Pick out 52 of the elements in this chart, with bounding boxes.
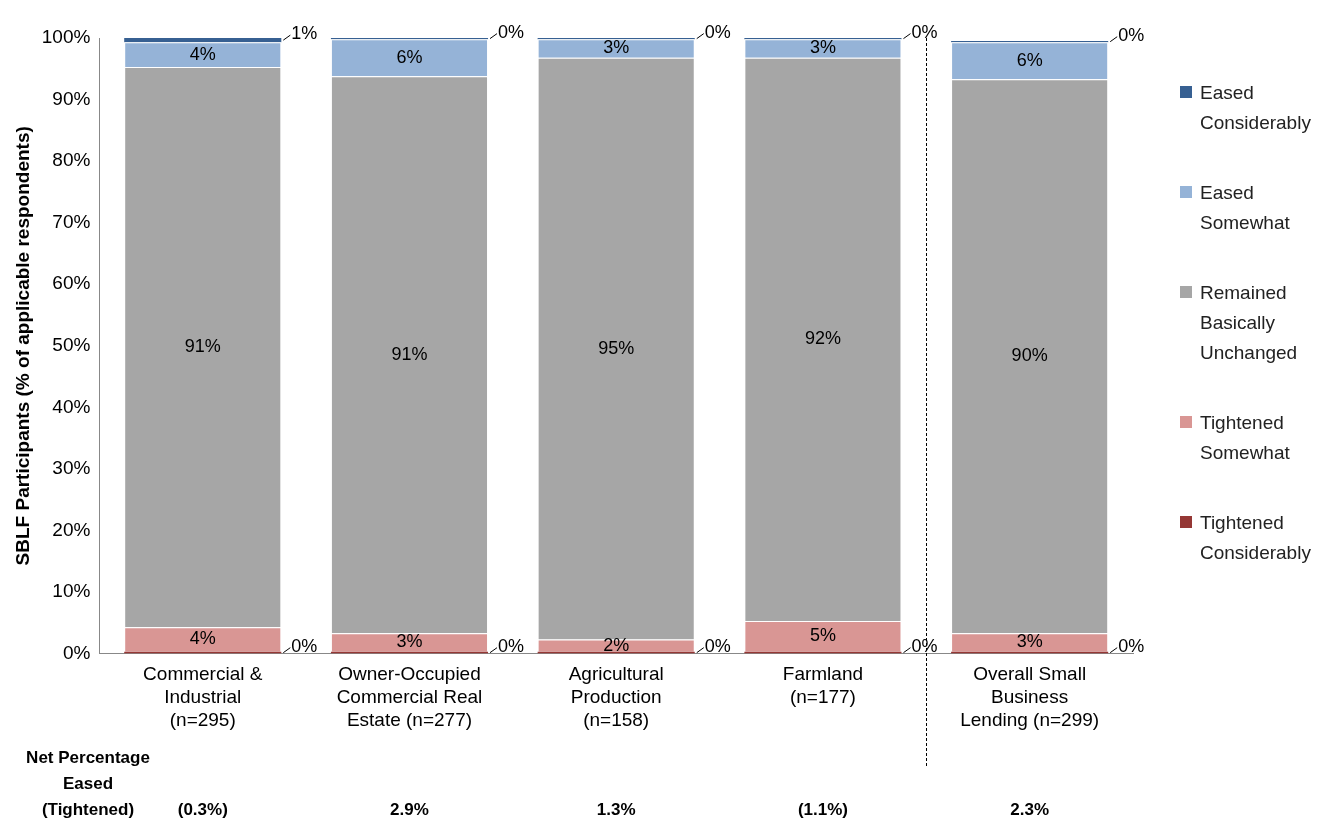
- text: 2.3%: [1010, 799, 1050, 819]
- data-label: 90%: [1011, 345, 1048, 366]
- data-label: 0%: [704, 635, 731, 656]
- text: Net Percentage Eased (Tightened): [26, 747, 150, 819]
- legend-label: Tightened Considerably: [1200, 511, 1312, 565]
- y-tick-label: 0%: [62, 641, 91, 663]
- x-tick-label: Owner-Occupied Commercial Real Estate (n=277): [336, 663, 483, 730]
- data-label: 3%: [809, 37, 836, 58]
- text: (1.1%): [797, 799, 848, 819]
- legend-label: Eased Somewhat: [1200, 181, 1291, 235]
- data-label: 0%: [1118, 24, 1145, 45]
- y-tick-label: 20%: [52, 518, 91, 540]
- legend-label: Remained Basically Unchanged: [1200, 281, 1299, 365]
- data-label: 6%: [396, 46, 423, 67]
- data-label: 91%: [391, 343, 428, 364]
- text: (0.3%): [177, 799, 228, 819]
- y-tick-label: 30%: [52, 457, 91, 479]
- y-axis-title: SBLF Participants (% of applicable respondents): [11, 126, 33, 566]
- y-tick-label: 80%: [52, 149, 91, 171]
- y-tick-label: 40%: [52, 395, 91, 417]
- data-label: 0%: [498, 635, 525, 656]
- x-tick-label: Agricultural Production (n=158): [568, 663, 664, 730]
- data-label: 4%: [189, 628, 216, 649]
- x-tick-label: Commercial & Industrial (n=295): [143, 663, 263, 730]
- data-label: 1%: [291, 23, 318, 44]
- data-label: 5%: [809, 625, 836, 646]
- data-label: 91%: [184, 336, 221, 356]
- text: 1.3%: [596, 799, 636, 819]
- data-label: 92%: [804, 328, 841, 349]
- data-label: 0%: [291, 635, 318, 656]
- x-tick-label: Farmland (n=177): [782, 663, 864, 708]
- data-label: 0%: [1118, 635, 1145, 656]
- y-tick-label: 60%: [52, 272, 91, 294]
- legend-label: Eased Considerably: [1200, 81, 1312, 135]
- data-label: 6%: [1016, 49, 1043, 70]
- x-tick-label: Overall Small Business Lending (n=299): [960, 663, 1100, 730]
- data-label: 2%: [603, 634, 630, 655]
- y-tick-label: 70%: [52, 210, 91, 232]
- data-label: 4%: [189, 43, 216, 64]
- data-label: 0%: [498, 21, 525, 42]
- y-tick-label: 90%: [52, 87, 91, 109]
- data-label: 0%: [911, 21, 938, 42]
- data-label: 3%: [603, 37, 630, 58]
- legend-label: Tightened Somewhat: [1200, 411, 1291, 465]
- text: 2.9%: [390, 799, 429, 819]
- data-label: 3%: [396, 631, 423, 652]
- data-label: 0%: [704, 21, 731, 42]
- y-tick-label: 100%: [41, 26, 91, 48]
- y-tick-label: 50%: [52, 334, 91, 356]
- y-tick-label: 10%: [52, 580, 91, 602]
- data-label: 95%: [598, 337, 635, 358]
- data-label: 3%: [1016, 631, 1043, 652]
